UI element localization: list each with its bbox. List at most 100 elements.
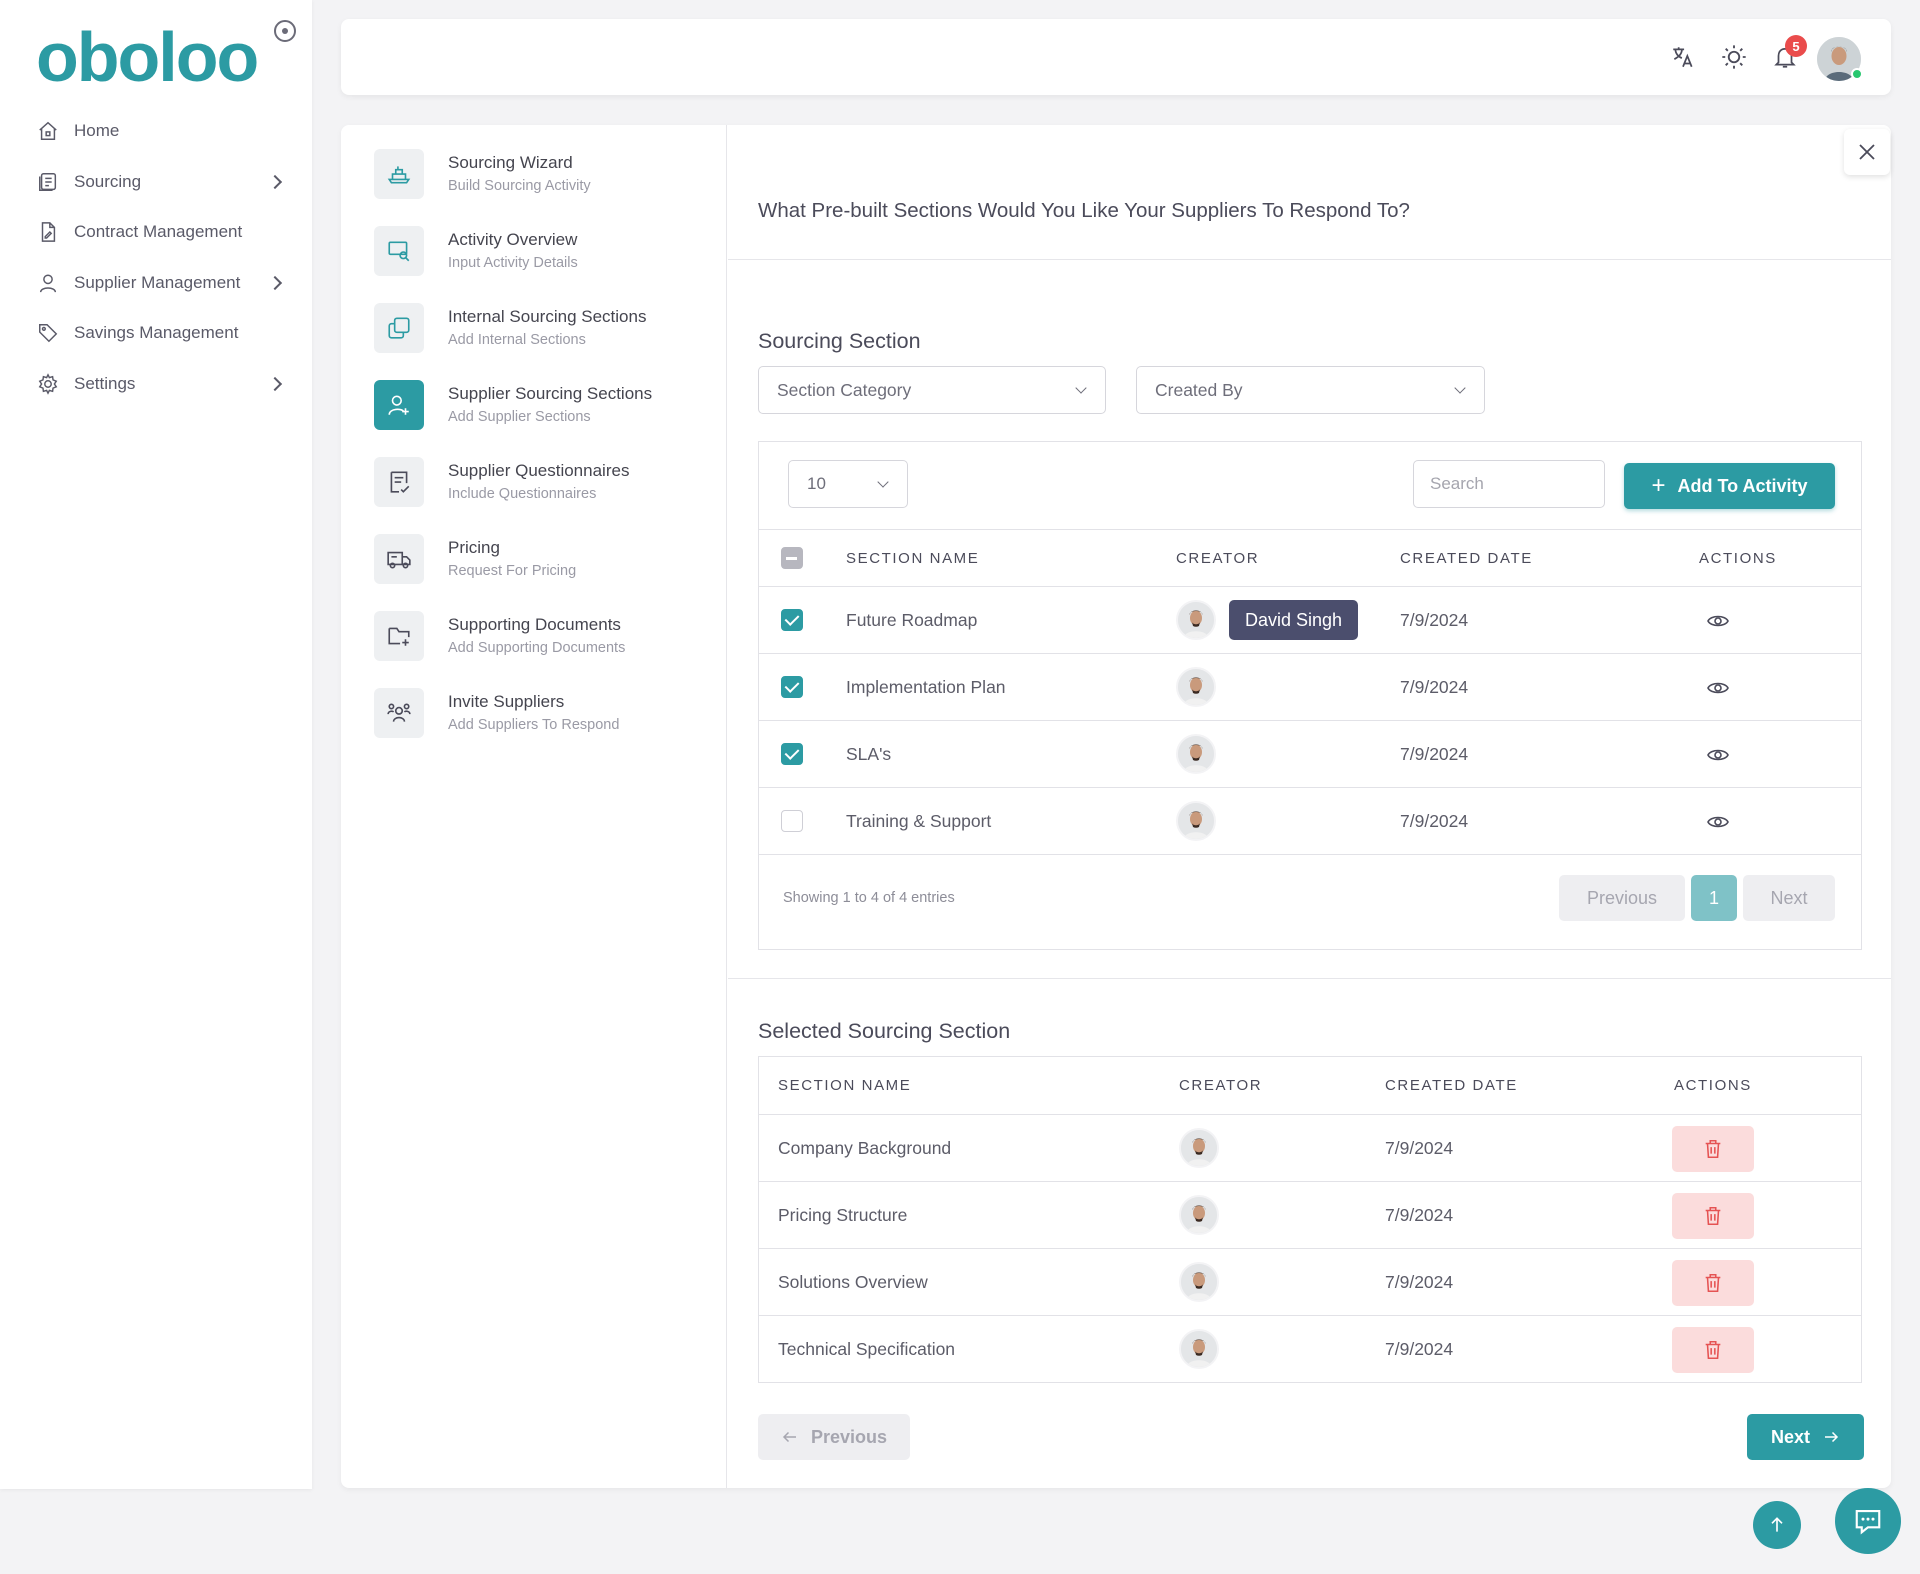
sun-icon[interactable] xyxy=(1718,41,1750,73)
contract-icon xyxy=(36,220,60,244)
chevron-right-icon xyxy=(267,174,283,189)
notification-badge: 5 xyxy=(1785,35,1807,57)
section-category-select[interactable]: Section Category xyxy=(758,366,1106,414)
online-status-dot xyxy=(1851,68,1863,80)
eye-icon[interactable] xyxy=(1706,609,1730,638)
section-name: Company Background xyxy=(778,1138,952,1158)
sidebar-collapse-button[interactable] xyxy=(274,20,296,42)
page-length-select[interactable]: 10 xyxy=(788,460,908,508)
step-internal-sourcing-sections[interactable]: Internal Sourcing Sections Add Internal … xyxy=(374,303,646,353)
step-subtitle: Build Sourcing Activity xyxy=(448,178,591,194)
step-pricing[interactable]: Pricing Request For Pricing xyxy=(374,534,576,584)
sidebar-item-settings[interactable]: Settings xyxy=(36,359,286,410)
row-checkbox[interactable] xyxy=(781,609,803,631)
section-name: Technical Specification xyxy=(778,1339,956,1359)
scroll-to-top-button[interactable] xyxy=(1753,1501,1801,1549)
sidebar-item-savings-management[interactable]: Savings Management xyxy=(36,308,286,359)
created-date: 7/9/2024 xyxy=(1400,677,1469,697)
sidebar-item-home[interactable]: Home xyxy=(36,106,286,157)
chevron-right-icon xyxy=(267,376,283,391)
section-name: Implementation Plan xyxy=(846,677,1006,697)
sidebar-item-contract-management[interactable]: Contract Management xyxy=(36,207,286,258)
close-button[interactable] xyxy=(1844,129,1890,175)
row-checkbox[interactable] xyxy=(781,676,803,698)
next-step-button[interactable]: Next xyxy=(1747,1414,1864,1460)
select-value: Section Category xyxy=(777,379,912,400)
users-icon xyxy=(374,688,424,738)
translate-icon[interactable] xyxy=(1667,41,1699,73)
step-sourcing-wizard[interactable]: Sourcing Wizard Build Sourcing Activity xyxy=(374,149,591,199)
column-header: CREATED DATE xyxy=(1385,1077,1518,1094)
pagination-page-button[interactable]: 1 xyxy=(1691,875,1737,921)
row-checkbox[interactable] xyxy=(781,810,803,832)
eye-icon[interactable] xyxy=(1706,743,1730,772)
pagination-previous-button[interactable]: Previous xyxy=(1559,875,1685,921)
step-supplier-questionnaires[interactable]: Supplier Questionnaires Include Question… xyxy=(374,457,629,507)
chat-button[interactable] xyxy=(1835,1488,1901,1554)
column-header: CREATED DATE xyxy=(1400,550,1533,567)
trash-icon xyxy=(1705,1273,1721,1293)
table-row: Company Background 7/9/2024 xyxy=(759,1115,1861,1182)
sidebar-item-label: Settings xyxy=(74,373,136,393)
select-value: Created By xyxy=(1155,379,1243,400)
column-header: SECTION NAME xyxy=(778,1077,912,1094)
folder-plus-icon xyxy=(374,611,424,661)
arrow-left-icon xyxy=(782,1431,796,1443)
sidebar-item-label: Home xyxy=(74,121,120,141)
divider xyxy=(728,978,1891,979)
pagination-next-button[interactable]: Next xyxy=(1743,875,1835,921)
truck-icon xyxy=(374,534,424,584)
created-by-select[interactable]: Created By xyxy=(1136,366,1485,414)
section-name: Pricing Structure xyxy=(778,1205,908,1225)
step-invite-suppliers[interactable]: Invite Suppliers Add Suppliers To Respon… xyxy=(374,688,619,738)
divider xyxy=(728,259,1891,260)
sidebar-item-sourcing[interactable]: Sourcing xyxy=(36,157,286,208)
creator-avatar xyxy=(1179,1262,1219,1302)
sourcing-table: 10 + Add To Activity SECTION NAME CREATO… xyxy=(758,441,1862,950)
step-subtitle: Input Activity Details xyxy=(448,255,578,271)
wizard-card: Sourcing Wizard Build Sourcing Activity … xyxy=(341,125,1891,1488)
column-header: ACTIONS xyxy=(1674,1077,1752,1094)
eye-icon[interactable] xyxy=(1706,676,1730,705)
table-row: Training & Support 7/9/2024 xyxy=(759,788,1861,855)
bell-icon[interactable]: 5 xyxy=(1769,35,1807,73)
arrow-up-icon xyxy=(1771,1517,1783,1532)
chevron-down-icon xyxy=(1454,382,1466,394)
selected-section-title: Selected Sourcing Section xyxy=(758,1019,1011,1043)
oboloo-logo[interactable]: oboloo xyxy=(36,18,259,96)
creator-avatar xyxy=(1176,600,1216,640)
step-activity-overview[interactable]: Activity Overview Input Activity Details xyxy=(374,226,578,276)
checklist-icon xyxy=(374,457,424,507)
eye-icon[interactable] xyxy=(1706,810,1730,839)
step-subtitle: Add Supporting Documents xyxy=(448,640,626,656)
delete-button[interactable] xyxy=(1672,1193,1754,1239)
add-to-activity-button[interactable]: + Add To Activity xyxy=(1624,463,1835,509)
creator-avatar xyxy=(1179,1329,1219,1369)
step-supplier-sourcing-sections[interactable]: Supplier Sourcing Sections Add Supplier … xyxy=(374,380,652,430)
sidebar-item-supplier-management[interactable]: Supplier Management xyxy=(36,258,286,309)
step-title: Supplier Questionnaires xyxy=(448,461,630,480)
chat-icon xyxy=(1855,1509,1881,1535)
add-button-label: Add To Activity xyxy=(1677,475,1808,496)
select-all-checkbox[interactable] xyxy=(781,547,803,569)
previous-step-button[interactable]: Previous xyxy=(758,1414,910,1460)
sidebar-item-label: Supplier Management xyxy=(74,272,241,292)
created-date: 7/9/2024 xyxy=(1400,811,1469,831)
step-title: Activity Overview xyxy=(448,230,578,249)
created-date: 7/9/2024 xyxy=(1385,1138,1454,1158)
table-row: Implementation Plan 7/9/2024 xyxy=(759,654,1861,721)
sidebar-item-label: Sourcing xyxy=(74,171,142,191)
delete-button[interactable] xyxy=(1672,1126,1754,1172)
page-length-value: 10 xyxy=(807,474,826,493)
delete-button[interactable] xyxy=(1672,1260,1754,1306)
step-content: What Pre-built Sections Would You Like Y… xyxy=(728,125,1891,1488)
column-header: CREATOR xyxy=(1179,1077,1263,1094)
step-supporting-documents[interactable]: Supporting Documents Add Supporting Docu… xyxy=(374,611,625,661)
table-row: Solutions Overview 7/9/2024 xyxy=(759,1249,1861,1316)
step-title: Supplier Sourcing Sections xyxy=(448,384,653,403)
row-checkbox[interactable] xyxy=(781,743,803,765)
sourcing-icon xyxy=(36,170,60,194)
delete-button[interactable] xyxy=(1672,1327,1754,1373)
table-header: SECTION NAME CREATOR CREATED DATE ACTION… xyxy=(759,1057,1861,1115)
search-input[interactable] xyxy=(1413,460,1605,508)
